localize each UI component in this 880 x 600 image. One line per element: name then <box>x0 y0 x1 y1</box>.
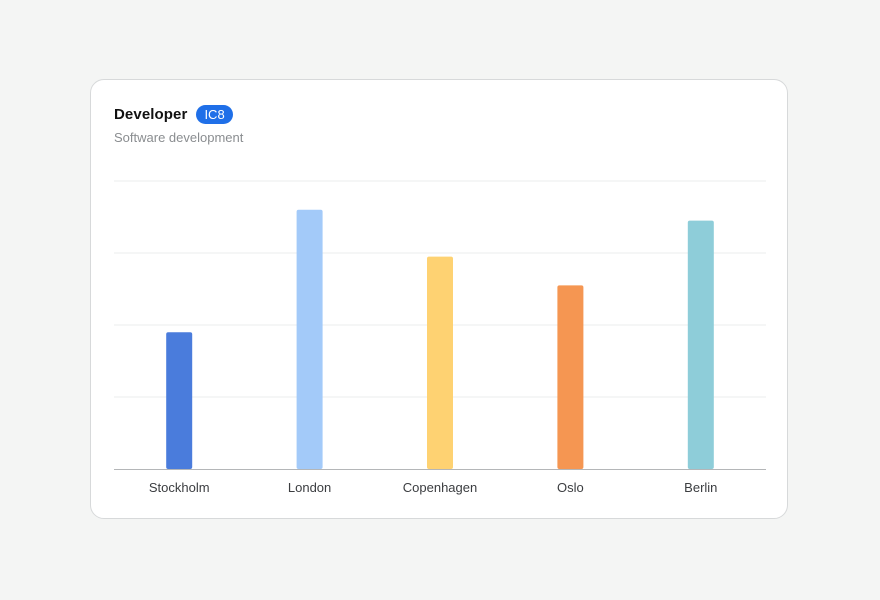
bar-copenhagen[interactable] <box>427 256 453 469</box>
x-tick-label: Oslo <box>557 480 584 495</box>
bars <box>166 209 714 470</box>
card-title: Developer <box>114 106 188 123</box>
grid-lines <box>114 180 766 398</box>
chart-card: Developer IC8 Software development Stock… <box>90 79 788 519</box>
bar-chart: Stockholm London Copenhagen Oslo Berlin <box>114 180 766 495</box>
bar-london[interactable] <box>296 209 323 470</box>
x-tick-label: Copenhagen <box>403 480 477 495</box>
x-tick-label: London <box>288 480 331 495</box>
bar-oslo[interactable] <box>557 285 584 469</box>
x-tick-label: Stockholm <box>149 480 210 495</box>
level-badge: IC8 <box>196 105 233 124</box>
bar-stockholm[interactable] <box>166 332 193 469</box>
x-tick-label: Berlin <box>684 480 717 495</box>
card-header: Developer IC8 <box>114 105 233 124</box>
x-axis-labels: Stockholm London Copenhagen Oslo Berlin <box>149 480 718 495</box>
card-subtitle: Software development <box>114 130 244 145</box>
bar-berlin[interactable] <box>687 220 714 469</box>
